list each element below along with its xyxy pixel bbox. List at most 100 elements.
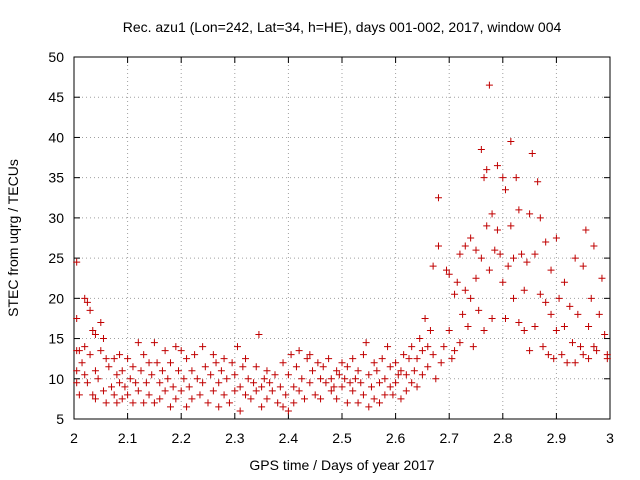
data-point <box>129 363 137 371</box>
data-point <box>566 302 574 310</box>
data-point <box>231 371 239 379</box>
x-tick-labels: 2 2.1 2.2 2.3 2.4 2.5 2.6 2.7 2.8 2.9 3 <box>70 430 614 446</box>
data-point <box>341 375 349 383</box>
data-point <box>397 367 405 375</box>
data-point <box>156 395 164 403</box>
data-point <box>563 359 571 367</box>
data-point <box>493 162 501 170</box>
data-point <box>373 367 381 375</box>
data-point <box>539 343 547 351</box>
data-point <box>201 363 209 371</box>
data-point <box>544 351 552 359</box>
data-point <box>325 355 333 363</box>
data-point <box>552 327 560 335</box>
data-point <box>477 254 485 262</box>
data-point <box>330 383 338 391</box>
data-point <box>491 246 499 254</box>
data-point <box>292 363 300 371</box>
data-point <box>424 363 432 371</box>
data-point <box>239 363 247 371</box>
data-point <box>193 375 201 383</box>
data-point <box>255 331 263 339</box>
data-point <box>410 367 418 375</box>
data-point <box>526 347 534 355</box>
data-point <box>223 375 231 383</box>
data-point <box>148 371 156 379</box>
data-point <box>142 379 150 387</box>
data-point <box>520 327 528 335</box>
data-point <box>260 375 268 383</box>
data-point <box>359 391 367 399</box>
data-point <box>456 250 464 258</box>
data-point <box>134 387 142 395</box>
data-point <box>91 367 99 375</box>
data-point <box>126 375 134 383</box>
data-point <box>73 258 81 266</box>
data-point <box>429 262 437 270</box>
data-point <box>520 286 528 294</box>
data-point <box>577 343 585 351</box>
data-point <box>303 355 311 363</box>
data-point <box>480 174 488 182</box>
data-point <box>542 298 550 306</box>
data-point <box>359 351 367 359</box>
data-point <box>279 359 287 367</box>
data-point <box>434 194 442 202</box>
data-point <box>432 375 440 383</box>
data-point <box>252 363 260 371</box>
data-point <box>161 347 169 355</box>
data-point <box>309 367 317 375</box>
x-axis-label: GPS time / Days of year 2017 <box>249 457 434 473</box>
y-tick-label: 10 <box>48 371 64 387</box>
data-point <box>504 262 512 270</box>
data-point <box>510 294 518 302</box>
data-point <box>523 258 531 266</box>
data-point <box>376 399 384 407</box>
data-point <box>585 355 593 363</box>
data-point <box>185 383 193 391</box>
data-point <box>574 310 582 318</box>
data-point <box>526 210 534 218</box>
data-point <box>536 290 544 298</box>
data-point <box>215 379 223 387</box>
data-point <box>183 355 191 363</box>
data-point <box>550 355 558 363</box>
data-point <box>97 347 105 355</box>
data-point <box>258 403 266 411</box>
data-point <box>102 399 110 407</box>
data-point <box>579 351 587 359</box>
data-point <box>140 399 148 407</box>
data-point <box>485 266 493 274</box>
x-tick-label: 2.2 <box>171 430 191 446</box>
data-point <box>258 383 266 391</box>
data-point <box>464 322 472 330</box>
data-point <box>169 383 177 391</box>
data-point <box>236 383 244 391</box>
data-point <box>534 178 542 186</box>
data-point <box>443 266 451 274</box>
data-point <box>110 391 118 399</box>
data-point <box>528 150 536 158</box>
data-point <box>290 399 298 407</box>
data-point <box>207 371 215 379</box>
data-point <box>89 327 97 335</box>
data-point <box>81 343 89 351</box>
y-tick-label: 45 <box>48 89 64 105</box>
data-point <box>394 371 402 379</box>
data-point <box>150 399 158 407</box>
data-point <box>426 327 434 335</box>
data-point <box>276 383 284 391</box>
data-point <box>400 351 408 359</box>
data-point <box>467 294 475 302</box>
data-point <box>110 355 118 363</box>
data-point <box>483 222 491 230</box>
data-point <box>499 278 507 286</box>
data-point <box>134 339 142 347</box>
data-point <box>199 343 207 351</box>
data-point <box>389 391 397 399</box>
data-point <box>349 387 357 395</box>
data-point <box>518 250 526 258</box>
data-point <box>590 242 598 250</box>
x-tick-label: 2.1 <box>118 430 138 446</box>
data-point <box>496 250 504 258</box>
